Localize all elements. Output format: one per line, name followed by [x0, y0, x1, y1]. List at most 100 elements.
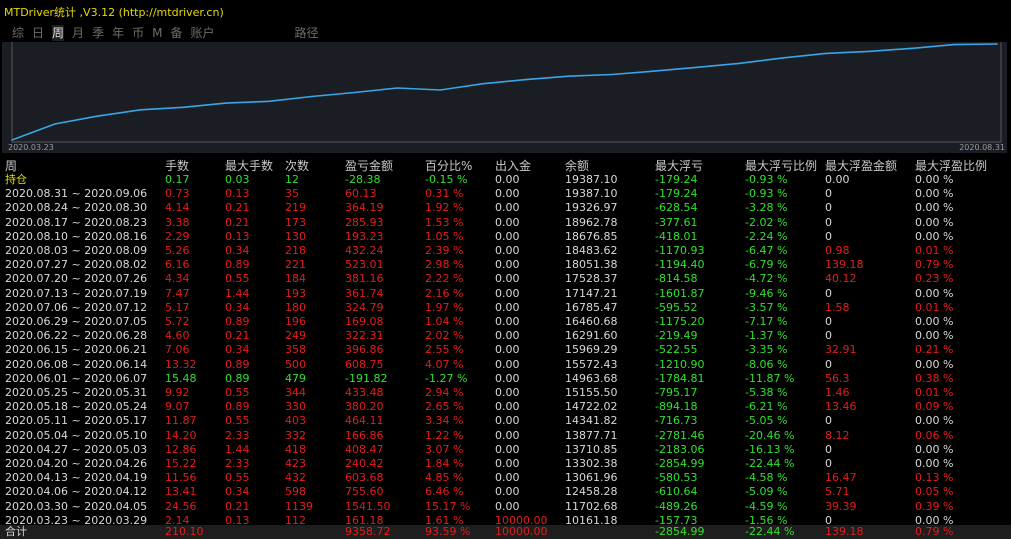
balance-point-2020.03.23 — [11, 139, 13, 141]
cell-max-float-loss-pct: -20.46 % — [745, 428, 795, 442]
cell-count: 330 — [285, 400, 306, 414]
cell-percent: 1.04 % — [425, 315, 464, 328]
cell-max-float-loss-pct: -6.21 % — [745, 400, 788, 414]
cell-count: 193 — [285, 286, 306, 300]
cell-max-float-profit: 0.00 — [825, 173, 850, 186]
cell-balance: 14722.02 — [565, 400, 618, 414]
cell-max-lots: 0.13 — [225, 229, 250, 243]
table-row[interactable]: 2020.08.24 ~ 2020.08.30 4.14 0.21 219 364.19… — [0, 201, 1011, 215]
cell-week: 2020.06.22 ~ 2020.06.28 — [5, 329, 148, 343]
tab-quarter[interactable]: 季 — [92, 26, 105, 40]
table-row[interactable]: 2020.05.25 ~ 2020.05.31 9.92 0.55 344 433.48… — [0, 386, 1011, 400]
tab-account[interactable]: 账户 — [190, 26, 215, 40]
cell-profit: 322.31 — [345, 329, 384, 343]
balance-point-2020.06.29 — [610, 73, 613, 76]
table-row[interactable]: 2020.03.23 ~ 2020.03.29 2.14 0.13 112 161.18… — [0, 514, 1011, 528]
cell-week: 2020.07.06 ~ 2020.07.12 — [5, 300, 148, 314]
table-row[interactable]: 2020.07.06 ~ 2020.07.12 5.17 0.34 180 324.79… — [0, 301, 1011, 315]
tab-note[interactable]: 备 — [170, 26, 183, 40]
table-row[interactable]: 2020.04.27 ~ 2020.05.03 12.86 1.44 418 408.4… — [0, 443, 1011, 457]
tab-week[interactable]: 周 — [52, 25, 65, 41]
table-row[interactable]: 2020.06.01 ~ 2020.06.07 15.48 0.89 479 -191.… — [0, 372, 1011, 386]
cell-max-float-loss-pct: -4.72 % — [745, 272, 788, 286]
table-row[interactable]: 2020.08.10 ~ 2020.08.16 2.29 0.13 130 193.23… — [0, 230, 1011, 244]
position-row[interactable]: 持仓 0.17 0.03 12 -28.38 -0.15 % 0.00 19387.10 -17… — [0, 173, 1011, 187]
tab-summary[interactable]: 综 — [12, 26, 25, 40]
cell-max-lots: 0.89 — [225, 315, 250, 328]
tab-day[interactable]: 日 — [32, 26, 45, 40]
table-row[interactable]: 2020.05.11 ~ 2020.05.17 11.87 0.55 403 464.1… — [0, 414, 1011, 428]
table-row[interactable]: 2020.06.22 ~ 2020.06.28 4.60 0.21 249 322.31… — [0, 329, 1011, 343]
table-row[interactable]: 2020.04.13 ~ 2020.04.19 11.56 0.55 432 603.6… — [0, 471, 1011, 485]
cell-week: 持仓 — [5, 173, 27, 186]
table-row[interactable]: 2020.07.27 ~ 2020.08.02 6.16 0.89 221 523.01… — [0, 258, 1011, 272]
cell-deposit: 0.00 — [495, 187, 520, 201]
balance-point-2020.08.17 — [910, 47, 913, 50]
cell-deposit: 0.00 — [495, 315, 520, 328]
table-row[interactable]: 2020.05.04 ~ 2020.05.10 14.20 2.33 332 166.8… — [0, 429, 1011, 443]
cell-max-float-profit-pct: 0.00 % — [915, 201, 954, 215]
cell-max-float-loss: -1175.20 — [655, 315, 705, 328]
table-row[interactable]: 2020.06.15 ~ 2020.06.21 7.06 0.34 358 396.86… — [0, 343, 1011, 357]
cell-lots: 7.47 — [165, 286, 190, 300]
cell-max-lots: 0.34 — [225, 300, 250, 314]
cell-week: 2020.05.04 ~ 2020.05.10 — [5, 428, 148, 442]
tab-currency[interactable]: 币 — [132, 26, 145, 40]
cell-percent: 1.53 % — [425, 215, 464, 229]
cell-max-float-loss-pct: -16.13 % — [745, 442, 795, 456]
cell-profit: 380.20 — [345, 400, 384, 414]
cell-balance: 18483.62 — [565, 244, 618, 257]
total-row[interactable]: 合计 210.10 9358.72 93.59 % 10000.00 -2854.99 -2… — [0, 525, 1011, 539]
cell-max-float-profit-pct: 0.23 % — [915, 272, 954, 286]
table-row[interactable]: 2020.07.13 ~ 2020.07.19 7.47 1.44 193 361.74… — [0, 287, 1011, 301]
cell-max-lots: 0.55 — [225, 386, 250, 399]
table-row[interactable]: 2020.08.31 ~ 2020.09.06 0.73 0.13 35 60.13 0.… — [0, 187, 1011, 201]
cell-max-lots: 0.89 — [225, 258, 250, 272]
cell-count: 180 — [285, 300, 306, 314]
cell-deposit: 0.00 — [495, 300, 520, 314]
tab-m[interactable]: M — [152, 26, 163, 40]
chart-background — [2, 42, 1007, 153]
cell-lots: 9.07 — [165, 400, 190, 414]
cell-count — [285, 525, 343, 539]
cell-week: 2020.08.24 ~ 2020.08.30 — [5, 201, 148, 215]
cell-balance: 12458.28 — [565, 485, 618, 499]
cell-max-float-loss: -1170.93 — [655, 244, 705, 257]
table-row[interactable]: 2020.06.08 ~ 2020.06.14 13.32 0.89 500 608.7… — [0, 358, 1011, 372]
table-row[interactable]: 2020.03.30 ~ 2020.04.05 24.56 0.21 1139 1541… — [0, 500, 1011, 514]
balance-point-2020.05.11 — [311, 95, 313, 98]
cell-max-float-loss: -814.58 — [655, 272, 698, 286]
table-row[interactable]: 2020.07.20 ~ 2020.07.26 4.34 0.55 184 381.16… — [0, 272, 1011, 286]
cell-max-float-loss-pct: -0.93 % — [745, 173, 788, 186]
table-row[interactable]: 2020.04.20 ~ 2020.04.26 15.22 2.33 423 240.4… — [0, 457, 1011, 471]
table-row[interactable]: 2020.06.29 ~ 2020.07.05 5.72 0.89 196 169.08… — [0, 315, 1011, 329]
balance-point-2020.05.25 — [396, 87, 399, 89]
cell-week: 合计 — [5, 525, 27, 538]
cell-max-lots — [225, 525, 283, 539]
table-row[interactable]: 2020.04.06 ~ 2020.04.12 13.41 0.34 598 755.6… — [0, 485, 1011, 499]
cell-lots: 2.14 — [165, 513, 190, 527]
cell-profit: 755.60 — [345, 485, 384, 499]
cell-percent: 1.92 % — [425, 201, 464, 215]
cell-deposit: 0.00 — [495, 329, 520, 343]
cell-balance: 19326.97 — [565, 201, 618, 215]
table-row[interactable]: 2020.08.03 ~ 2020.08.09 5.26 0.34 218 432.24… — [0, 244, 1011, 258]
cell-week: 2020.06.01 ~ 2020.06.07 — [5, 371, 148, 385]
balance-line — [11, 43, 998, 141]
cell-max-lots: 0.13 — [225, 513, 250, 527]
balance-point-2020.04.27 — [225, 102, 227, 104]
cell-week: 2020.08.03 ~ 2020.08.09 — [5, 244, 148, 257]
balance-point-2020.04.13 — [139, 109, 142, 111]
cell-profit: 240.42 — [345, 457, 384, 470]
cell-count: 221 — [285, 258, 306, 272]
tab-month[interactable]: 月 — [72, 26, 85, 40]
tab-path[interactable]: 路径 — [294, 26, 319, 40]
cell-max-float-loss-pct: -5.38 % — [745, 386, 788, 399]
cell-percent: 3.07 % — [425, 442, 464, 456]
tab-year[interactable]: 年 — [112, 26, 125, 40]
cell-max-float-profit: 5.71 — [825, 485, 850, 499]
cell-percent: 2.02 % — [425, 329, 464, 343]
cell-lots: 11.56 — [165, 471, 197, 485]
table-row[interactable]: 2020.08.17 ~ 2020.08.23 3.38 0.21 173 285.93… — [0, 216, 1011, 230]
table-row[interactable]: 2020.05.18 ~ 2020.05.24 9.07 0.89 330 380.20… — [0, 400, 1011, 414]
